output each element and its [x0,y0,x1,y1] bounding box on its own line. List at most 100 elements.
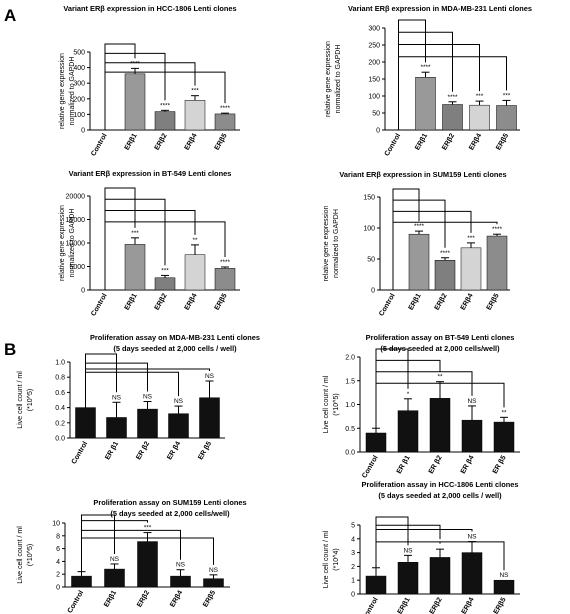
y-tick-label: 150 [368,77,380,84]
bar [460,247,482,291]
significance-label: **** [414,223,425,230]
x-tick-label: ERβ1 [103,589,118,608]
x-tick-label: Control [90,132,109,157]
y-tick-label: 400 [73,65,85,72]
y-axis-label: (*10^5) [27,389,34,411]
x-tick-label: ERβ4 [461,596,476,614]
significance-label: *** [467,235,475,242]
x-tick-label: ERβ1 [124,292,139,311]
significance-label: * [439,541,442,548]
x-tick-label: Control [384,132,403,157]
y-axis-label: (*10^5) [27,544,34,566]
bar [442,104,463,131]
bar [461,419,483,453]
bar [214,113,236,131]
chart-title: Variant ERβ expression in SUM159 Lenti c… [339,170,506,179]
bar [434,259,456,291]
y-tick-label: 1 [351,578,355,585]
y-axis-label: normalized to GAPDH [335,45,342,114]
y-tick-label: 150 [363,195,375,202]
y-tick-label: 1.0 [345,402,355,409]
x-tick-label: ERβ5 [486,292,501,311]
y-tick-label: 15000 [66,217,86,224]
bar [486,235,508,291]
y-tick-label: 0.4 [55,405,65,412]
y-tick-label: 0.0 [55,436,65,443]
significance-label: NS [143,394,153,401]
bar [104,568,125,588]
y-tick-label: 0.5 [345,426,355,433]
chart-title: Proliferation assay on SUM159 Lenti clon… [93,498,246,507]
y-tick-label: 0 [376,128,380,135]
comparison-bracket [104,210,196,290]
x-tick-label: ERβ5 [202,589,217,608]
comparison-bracket [398,43,480,130]
significance-label: **** [440,250,451,257]
y-tick-label: 2 [351,564,355,571]
x-tick-label: ER β1 [396,454,412,475]
comparison-bracket [85,368,210,408]
bar [415,77,436,131]
x-tick-label: ER β4 [460,454,476,475]
chart-8: Proliferation assay in HCC-1806 Lenti cl… [323,480,520,614]
significance-label: **** [492,226,503,233]
chart-title: Proliferation assay on MDA-MB-231 Lenti … [90,333,260,342]
bar [203,578,224,588]
x-tick-label: Control [378,292,397,317]
x-tick-label: ERβ1 [414,132,429,151]
y-tick-label: 100 [73,112,85,119]
y-tick-label: 0.0 [345,450,355,457]
y-tick-label: 20000 [66,194,86,201]
panel-label-b: B [4,340,17,359]
x-tick-label: ERβ4 [460,292,475,311]
comparison-bracket [398,56,507,130]
x-tick-label: ER β5 [492,454,508,475]
significance-label: **** [220,259,231,266]
significance-label: *** [144,525,152,532]
chart-title: Variant ERβ expression in BT-549 Lenti c… [69,169,232,178]
significance-label: *** [161,267,169,274]
significance-label: NS [112,394,122,401]
bar [75,407,96,439]
comparison-bracket [104,221,226,290]
chart-4: Variant ERβ expression in SUM159 Lenti c… [323,170,510,318]
y-axis-label: relative gene expression [325,41,332,117]
bar [365,575,387,595]
y-axis-label: (*10^4) [333,548,340,570]
x-tick-label: Control [90,292,109,317]
chart-subtitle: (5 days seeded at 2,000 cells / well) [378,491,502,500]
y-tick-label: 5000 [69,264,85,271]
x-tick-label: ERβ5 [214,132,229,151]
x-tick-label: Control [361,454,380,479]
y-tick-label: 2 [56,572,60,579]
y-tick-label: 0.2 [55,420,65,427]
y-tick-label: 4 [351,536,355,543]
significance-label: *** [191,88,199,95]
x-tick-label: ER β2 [135,440,151,461]
significance-label: * [407,391,410,398]
bar [429,398,451,453]
y-tick-label: 1.0 [55,360,65,367]
chart-7: Proliferation assay on SUM159 Lenti clon… [17,498,247,614]
y-tick-label: 200 [73,96,85,103]
x-tick-label: ERβ2 [429,596,444,614]
y-tick-label: 300 [368,26,380,33]
x-tick-label: ERβ4 [184,132,199,151]
bar [493,421,515,453]
y-axis-label: relative gene expression [323,205,330,281]
y-tick-label: 8 [56,533,60,540]
bar [429,557,451,595]
bar [408,233,430,291]
bar [154,111,176,131]
bar [214,268,236,291]
y-axis-label: normalized to GAPDH [69,209,76,278]
bar [461,552,483,595]
comparison-bracket [104,71,226,130]
significance-label: NS [209,567,219,574]
y-tick-label: 0.8 [55,375,65,382]
x-tick-label: ERβ5 [214,292,229,311]
chart-title: Variant ERβ expression in HCC-1806 Lenti… [63,4,236,13]
bar [106,417,127,439]
x-tick-label: ER β1 [104,440,120,461]
y-tick-label: 0 [56,585,60,592]
